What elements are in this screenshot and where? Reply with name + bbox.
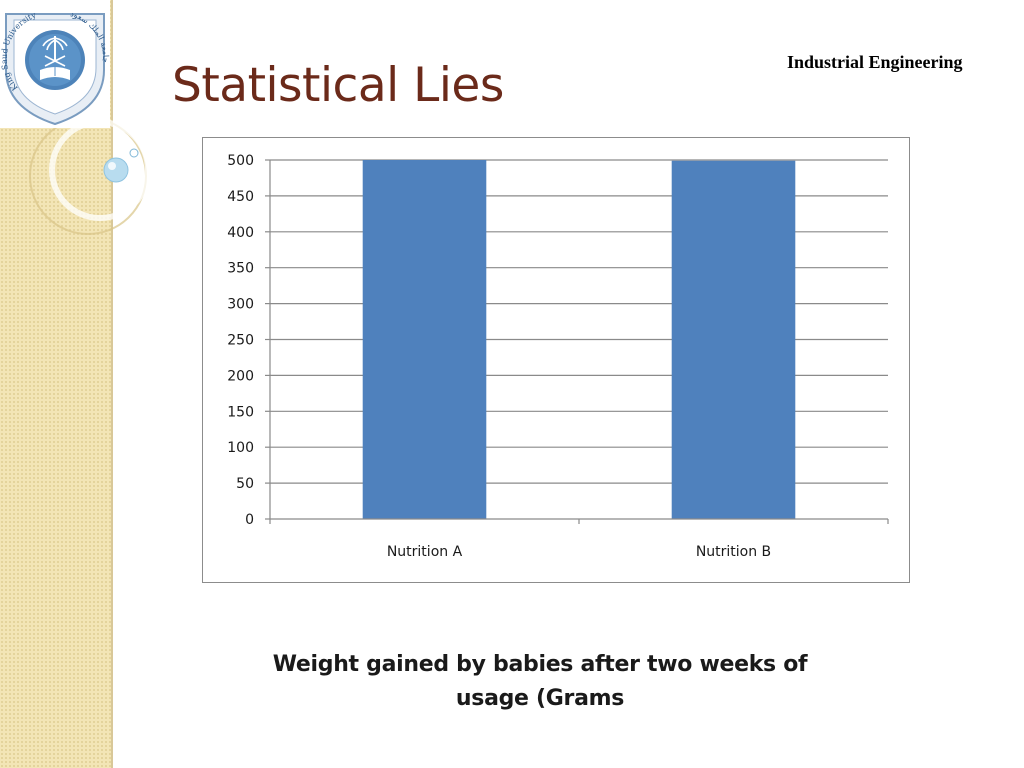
- x-tick-label: Nutrition B: [696, 544, 771, 560]
- y-tick-label: 500: [227, 153, 254, 169]
- y-tick-label: 0: [245, 512, 254, 528]
- university-logo: King Saud University 1957 جامعة الملك سع…: [0, 0, 110, 128]
- bar-chart: 0 50 100 150 200 250 300 350 400 450 500 Nutrition…: [227, 153, 889, 560]
- y-tick-label: 200: [227, 368, 254, 384]
- y-tick-label: 50: [236, 476, 254, 492]
- y-tick-label: 150: [227, 404, 254, 420]
- bar-nutrition-b: [671, 160, 796, 519]
- y-tick-label: 400: [227, 225, 254, 241]
- y-tick-label: 250: [227, 333, 254, 349]
- y-tick-label: 350: [227, 261, 254, 277]
- caption-line-2: usage (Grams: [455, 686, 625, 711]
- y-tick-label: 300: [227, 297, 254, 313]
- x-tick-labels: Nutrition A Nutrition B: [387, 544, 771, 560]
- bars: [362, 160, 796, 519]
- caption-line-1: Weight gained by babies after two weeks …: [272, 652, 808, 677]
- axes: [269, 160, 889, 524]
- slide-title: Statistical Lies: [172, 58, 504, 113]
- sidebar-divider: [111, 0, 113, 768]
- y-tick-label: 100: [227, 440, 254, 456]
- y-tick-label: 450: [227, 189, 254, 205]
- header-label: Industrial Engineering: [787, 52, 963, 72]
- y-tick-labels: 0 50 100 150 200 250 300 350 400 450 500: [227, 153, 254, 528]
- chart-caption: Weight gained by babies after two weeks …: [270, 648, 810, 716]
- bar-nutrition-a: [362, 160, 487, 519]
- university-seal-icon: King Saud University 1957 جامعة الملك سع…: [0, 0, 110, 126]
- x-tick-label: Nutrition A: [387, 544, 463, 560]
